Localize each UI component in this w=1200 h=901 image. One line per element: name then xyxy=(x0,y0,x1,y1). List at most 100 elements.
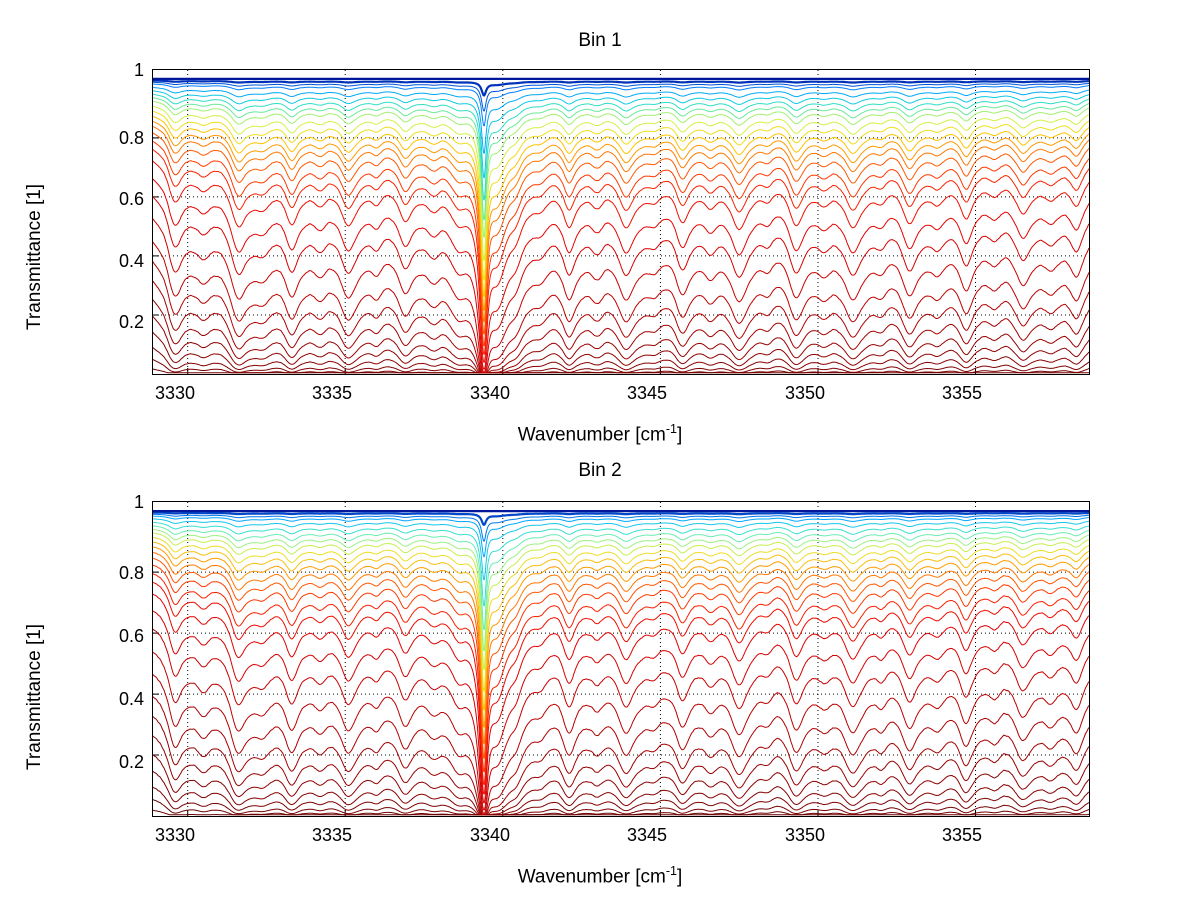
spectrum-line xyxy=(153,110,1089,281)
y-tick-0.8: 0.8 xyxy=(118,128,144,148)
gridlines xyxy=(153,70,1089,374)
spectrum-line xyxy=(153,754,1089,816)
spectrum-line xyxy=(153,149,1089,355)
y-tick-0.6: 0.6 xyxy=(118,189,144,209)
spectrum-line xyxy=(153,90,1089,179)
spectrum-line xyxy=(153,511,1089,526)
panel-title-bin-1: Bin 1 xyxy=(578,30,622,51)
spectrum-line xyxy=(153,316,1089,374)
spectrum-line xyxy=(153,347,1089,374)
spectrum-line xyxy=(153,241,1089,374)
plot-area-bin-2 xyxy=(152,501,1090,817)
spectra-svg-bin-1 xyxy=(153,70,1089,374)
y-axis-label-bin-2: Transmittance [1] xyxy=(24,623,45,770)
spectrum-line xyxy=(153,536,1089,692)
spectrum-line xyxy=(153,79,1089,97)
spectrum-line xyxy=(153,280,1089,374)
spectra-lines xyxy=(153,77,1089,374)
spectrum-line xyxy=(153,81,1089,112)
x-axis-label-text-2: Wavenumber [cm xyxy=(517,866,666,888)
x-axis-label-bin-2: Wavenumber [cm-1] xyxy=(0,864,1200,888)
y-tick-0.6-b2: 0.6 xyxy=(118,626,144,646)
plot-area-bin-1 xyxy=(152,69,1090,375)
y-axis-label-bin-1: Transmittance [1] xyxy=(24,183,45,330)
spectrum-line xyxy=(153,735,1089,816)
spectrum-line xyxy=(153,132,1089,335)
spectrum-line xyxy=(153,178,1089,370)
y-tick-0.4-b2: 0.4 xyxy=(118,689,144,709)
x-tick-3335-b2: 3335 xyxy=(311,825,353,845)
spectrum-line xyxy=(153,97,1089,221)
spectrum-line xyxy=(153,593,1089,804)
panel-bin-2: Bin 2 Transmittance [1] 1 0.8 0.6 0.4 0.… xyxy=(0,430,1200,901)
spectrum-line xyxy=(153,100,1089,239)
x-tick-3340-b2: 3340 xyxy=(469,825,511,845)
spectrum-line xyxy=(153,696,1089,816)
spectrum-line xyxy=(153,160,1089,363)
spectrum-line xyxy=(153,546,1089,728)
x-axis-label-sup-1: -1 xyxy=(665,422,678,436)
y-tick-1: 1 xyxy=(133,60,144,80)
spectrum-line xyxy=(153,332,1089,374)
panel-bin-1: Bin 1 Transmittance [1] 1 0.8 0.6 0.4 0.… xyxy=(0,30,1200,446)
spectrum-line xyxy=(153,521,1089,607)
spectrum-line xyxy=(153,716,1089,816)
x-tick-3350-b2: 3350 xyxy=(784,825,826,845)
spectrum-line xyxy=(153,799,1089,816)
spectrum-line xyxy=(153,651,1089,816)
gridlines xyxy=(153,502,1089,816)
spectrum-line xyxy=(153,674,1089,816)
x-axis-label-bin-1: Wavenumber [cm-1] xyxy=(0,422,1200,446)
x-axis-label-text-1: Wavenumber [cm xyxy=(517,424,666,446)
spectrum-line xyxy=(153,628,1089,815)
spectrum-line xyxy=(153,557,1089,759)
x-tick-3345: 3345 xyxy=(626,383,668,403)
spectrum-line xyxy=(153,515,1089,558)
x-tick-3330: 3330 xyxy=(154,383,196,403)
spectrum-line xyxy=(153,551,1089,745)
spectrum-line xyxy=(153,83,1089,127)
spectrum-line xyxy=(153,518,1089,581)
spectrum-line xyxy=(153,541,1089,711)
x-tick-3355: 3355 xyxy=(941,383,983,403)
x-tick-3340: 3340 xyxy=(469,383,511,403)
spectrum-line xyxy=(153,573,1089,786)
y-tick-0.4: 0.4 xyxy=(118,251,144,271)
spectrum-line xyxy=(153,359,1089,374)
spectrum-line xyxy=(153,196,1089,373)
x-axis-label-tail-2: ] xyxy=(677,866,683,888)
y-tick-0.2: 0.2 xyxy=(118,312,144,332)
x-tick-3355-b2: 3355 xyxy=(941,825,983,845)
spectrum-line xyxy=(153,140,1089,347)
panel-title-bin-2: Bin 2 xyxy=(578,460,622,481)
spectrum-line xyxy=(153,528,1089,652)
spectrum-line xyxy=(153,532,1089,671)
spectrum-line xyxy=(153,581,1089,795)
spectrum-line xyxy=(153,771,1089,816)
spectrum-line xyxy=(153,86,1089,154)
spectrum-line xyxy=(153,115,1089,298)
spectrum-line xyxy=(153,218,1089,374)
spectra-svg-bin-2 xyxy=(153,502,1089,816)
x-tick-3330-b2: 3330 xyxy=(154,825,196,845)
x-tick-3345-b2: 3345 xyxy=(626,825,668,845)
spectra-lines xyxy=(153,510,1089,816)
x-tick-3350: 3350 xyxy=(784,383,826,403)
x-axis-label-tail-1: ] xyxy=(677,424,683,446)
spectrum-line xyxy=(153,610,1089,811)
spectrum-line xyxy=(153,120,1089,311)
x-axis-label-sup-2: -1 xyxy=(665,864,678,878)
y-tick-0.8-b2: 0.8 xyxy=(118,563,144,583)
y-tick-0.2-b2: 0.2 xyxy=(118,752,144,772)
spectrum-line xyxy=(153,261,1089,374)
spectrum-line xyxy=(153,564,1089,773)
spectrum-line xyxy=(153,105,1089,262)
tick-marks xyxy=(153,510,976,816)
spectrum-line xyxy=(153,299,1089,374)
x-tick-3335: 3335 xyxy=(311,383,353,403)
spectrum-line xyxy=(153,525,1089,631)
y-tick-1-b2: 1 xyxy=(133,492,144,512)
spectrum-line xyxy=(153,786,1089,816)
spectrum-line xyxy=(153,93,1089,201)
